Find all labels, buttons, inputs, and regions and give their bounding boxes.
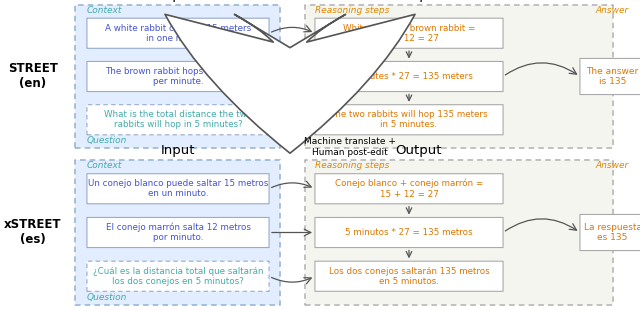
- FancyBboxPatch shape: [87, 18, 269, 48]
- Text: The two rabbits will hop 135 meters
in 5 minutes.: The two rabbits will hop 135 meters in 5…: [330, 110, 488, 130]
- Text: ¿Cuál es la distancia total que saltarán
los dos conejos en 5 minutos?: ¿Cuál es la distancia total que saltarán…: [93, 267, 263, 286]
- Text: Reasoning steps: Reasoning steps: [315, 161, 389, 170]
- Text: Context: Context: [87, 6, 122, 15]
- FancyBboxPatch shape: [315, 18, 503, 48]
- Text: Answer: Answer: [596, 6, 629, 15]
- FancyBboxPatch shape: [315, 217, 503, 248]
- Text: The brown rabbit hops 12 meters
per minute.: The brown rabbit hops 12 meters per minu…: [105, 67, 251, 86]
- FancyBboxPatch shape: [315, 61, 503, 91]
- FancyBboxPatch shape: [315, 261, 503, 291]
- FancyBboxPatch shape: [315, 174, 503, 204]
- Text: xSTREET
(es): xSTREET (es): [4, 219, 61, 246]
- FancyBboxPatch shape: [75, 160, 280, 305]
- Text: Input: Input: [160, 144, 195, 157]
- Text: Question: Question: [87, 293, 127, 302]
- Text: Input: Input: [160, 0, 195, 2]
- FancyBboxPatch shape: [580, 59, 640, 95]
- FancyBboxPatch shape: [75, 5, 280, 148]
- Text: 5 minutes * 27 = 135 meters: 5 minutes * 27 = 135 meters: [345, 72, 473, 81]
- Text: A white rabbit can hop 15 meters
in one minute.: A white rabbit can hop 15 meters in one …: [105, 24, 251, 43]
- Text: Machine translate +
Human post-edit: Machine translate + Human post-edit: [304, 137, 396, 157]
- FancyBboxPatch shape: [87, 174, 269, 204]
- FancyBboxPatch shape: [87, 61, 269, 91]
- FancyBboxPatch shape: [87, 217, 269, 248]
- Text: Question: Question: [87, 136, 127, 145]
- Text: Output: Output: [396, 0, 442, 2]
- Text: Reasoning steps: Reasoning steps: [315, 6, 389, 15]
- Text: Un conejo blanco puede saltar 15 metros
en un minuto.: Un conejo blanco puede saltar 15 metros …: [88, 179, 268, 198]
- Text: Answer: Answer: [596, 161, 629, 170]
- Text: Context: Context: [87, 161, 122, 170]
- Text: What is the total distance the two
rabbits will hop in 5 minutes?: What is the total distance the two rabbi…: [104, 110, 252, 130]
- Text: El conejo marrón salta 12 metros
por minuto.: El conejo marrón salta 12 metros por min…: [106, 223, 250, 242]
- Text: La respuesta
es 135: La respuesta es 135: [584, 223, 640, 242]
- Text: The answer
is 135: The answer is 135: [586, 67, 639, 86]
- Text: STREET
(en): STREET (en): [8, 63, 58, 91]
- FancyBboxPatch shape: [305, 5, 613, 148]
- Text: Output: Output: [396, 144, 442, 157]
- Text: Los dos conejos saltarán 135 metros
en 5 minutos.: Los dos conejos saltarán 135 metros en 5…: [328, 267, 490, 286]
- Text: Conejo blanco + conejo marrón =
15 + 12 = 27: Conejo blanco + conejo marrón = 15 + 12 …: [335, 179, 483, 199]
- FancyBboxPatch shape: [87, 261, 269, 291]
- FancyBboxPatch shape: [315, 105, 503, 135]
- Text: 5 minutos * 27 = 135 metros: 5 minutos * 27 = 135 metros: [345, 228, 473, 237]
- FancyBboxPatch shape: [87, 105, 269, 135]
- Text: White rabbit + brown rabbit =
15 + 12 = 27: White rabbit + brown rabbit = 15 + 12 = …: [343, 24, 475, 43]
- FancyBboxPatch shape: [580, 215, 640, 250]
- FancyBboxPatch shape: [305, 160, 613, 305]
